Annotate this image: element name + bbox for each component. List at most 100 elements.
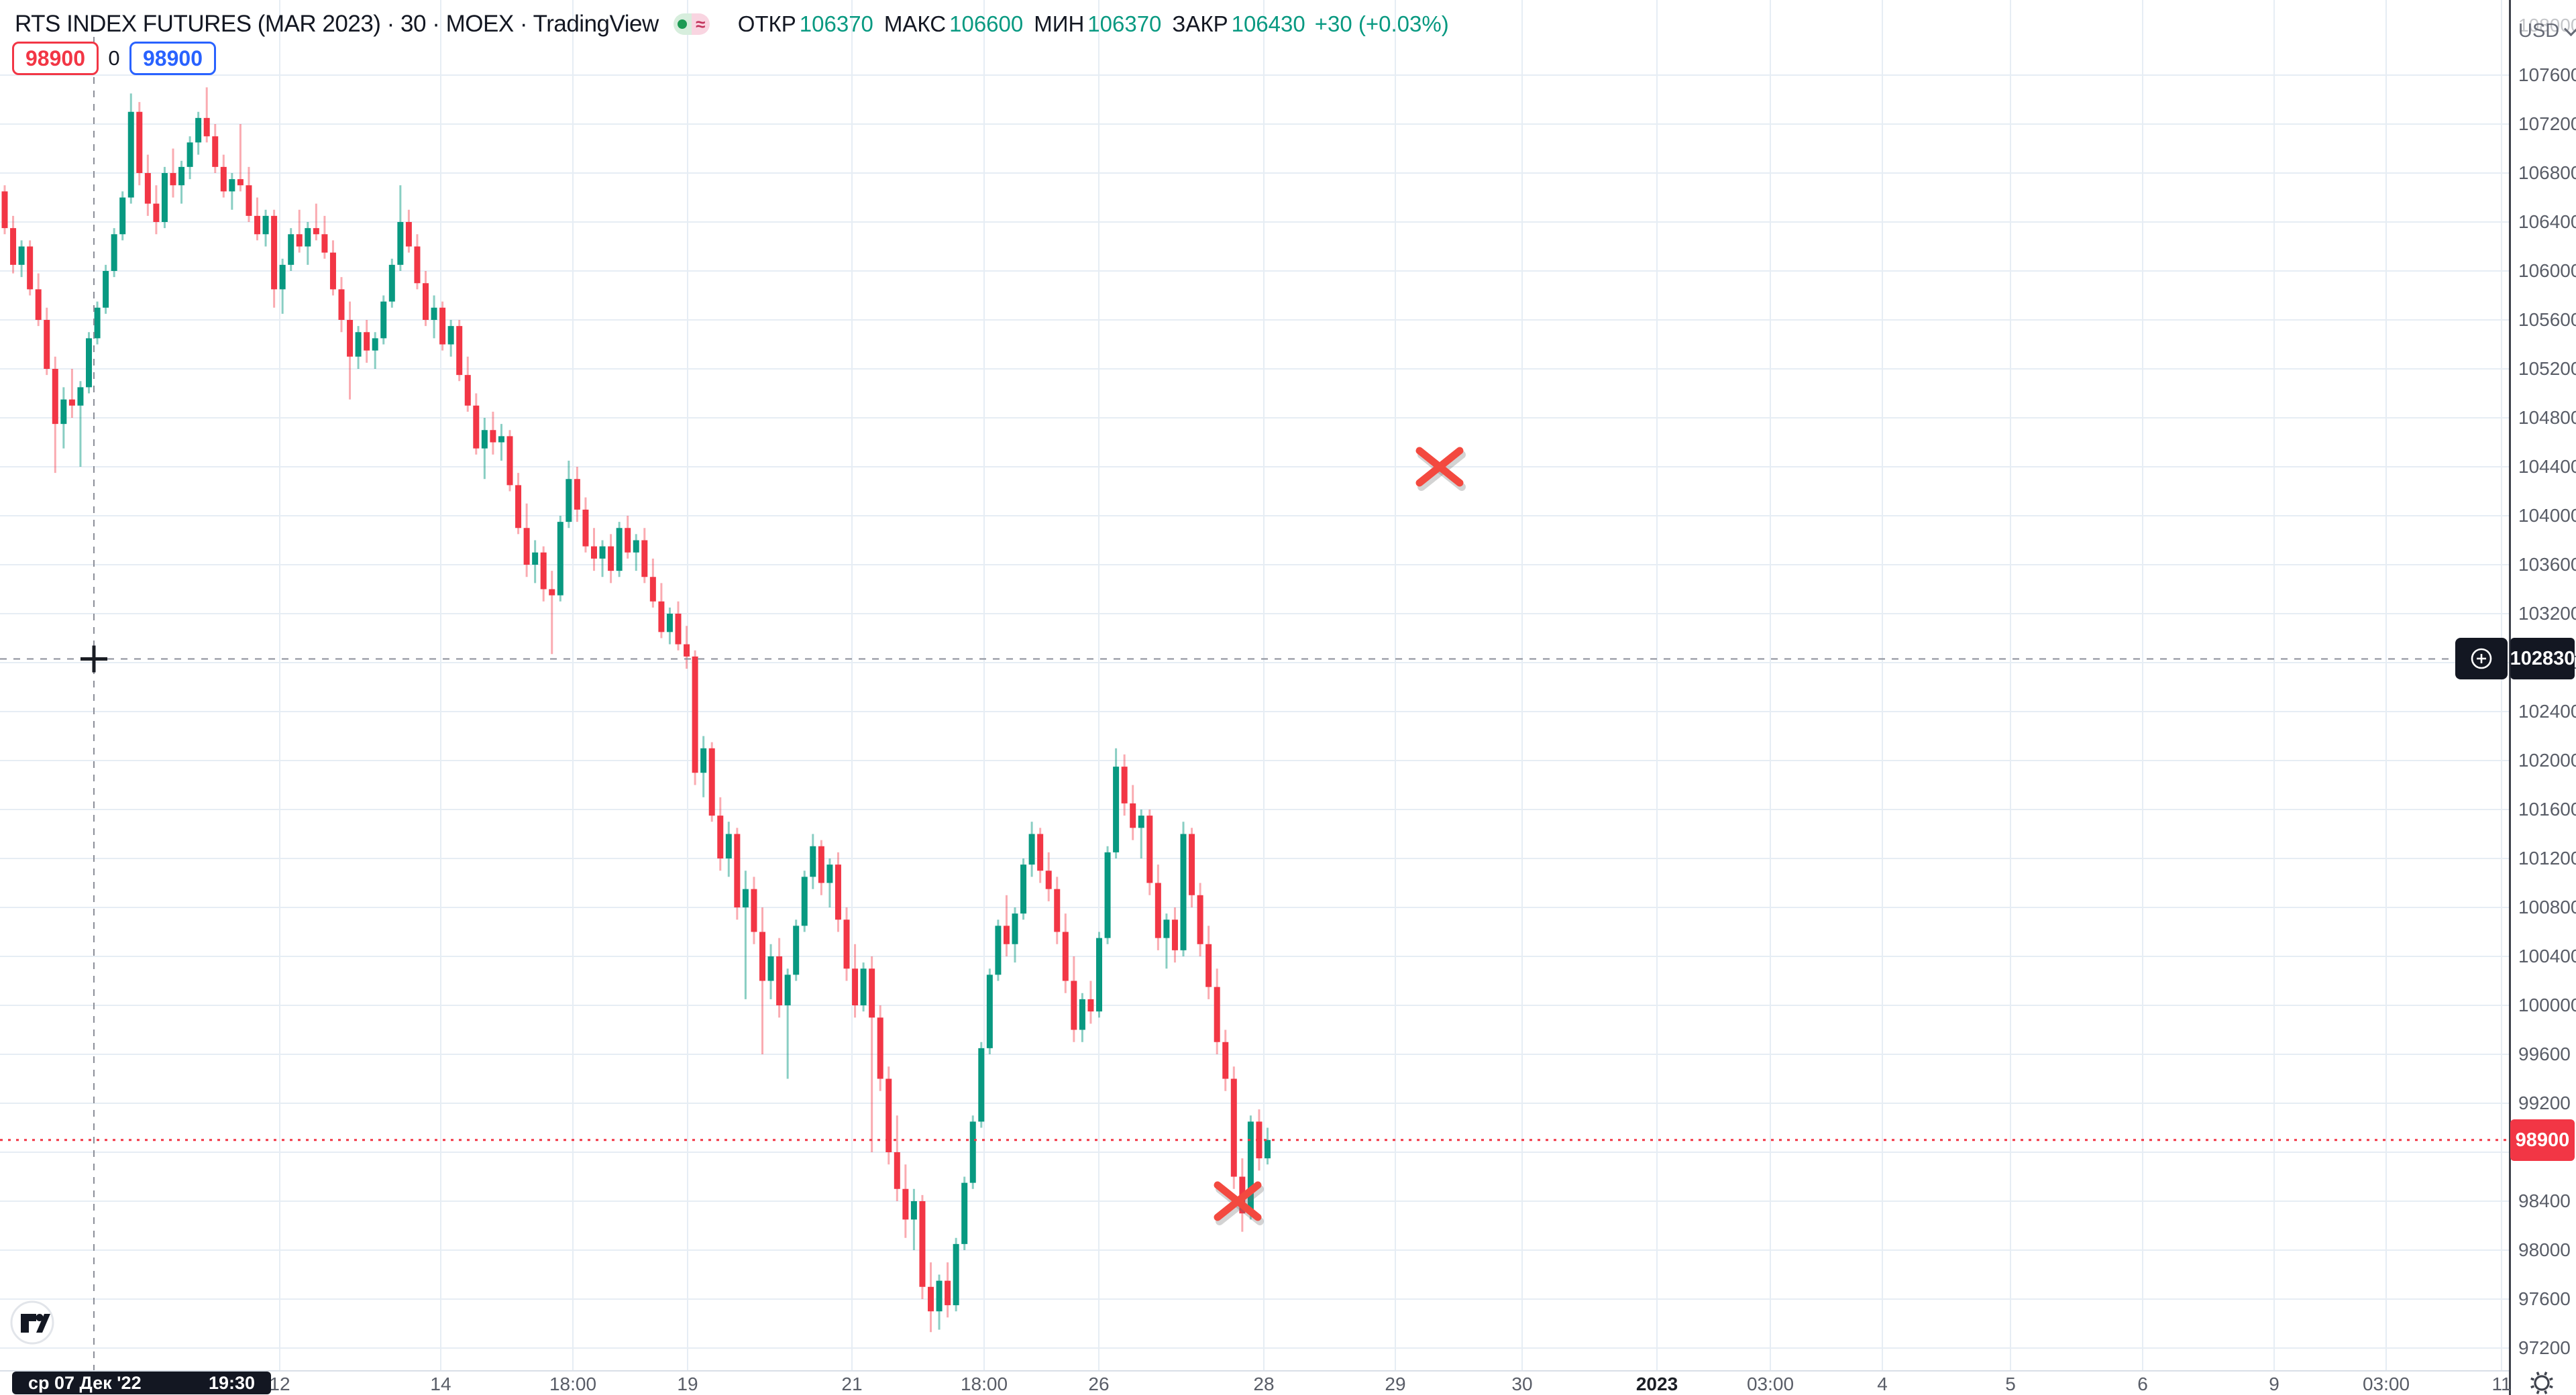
candle-body[interactable] <box>894 1152 900 1189</box>
candle-body[interactable] <box>18 246 25 265</box>
sell-button[interactable]: 98900 <box>12 42 99 75</box>
candle-body[interactable] <box>10 228 17 265</box>
candle-body[interactable] <box>936 1280 943 1312</box>
candle-body[interactable] <box>1096 938 1102 1012</box>
candle-body[interactable] <box>144 173 151 204</box>
candle-body[interactable] <box>288 234 294 265</box>
candle-body[interactable] <box>296 234 303 247</box>
candle-body[interactable] <box>616 528 623 571</box>
candle-body[interactable] <box>666 614 673 632</box>
candle-body[interactable] <box>945 1280 951 1306</box>
candle-body[interactable] <box>608 546 614 571</box>
candle-body[interactable] <box>52 369 58 425</box>
candle-body[interactable] <box>447 326 454 345</box>
candle-body[interactable] <box>372 338 378 351</box>
candle-body[interactable] <box>94 307 101 339</box>
candle-body[interactable] <box>305 228 311 247</box>
candle-body[interactable] <box>44 320 50 369</box>
candle-body[interactable] <box>793 926 800 975</box>
candle-body[interactable] <box>1062 932 1069 981</box>
candle-body[interactable] <box>279 264 286 290</box>
candle-body[interactable] <box>649 577 656 602</box>
candle-body[interactable] <box>582 509 589 547</box>
candle-body[interactable] <box>826 864 833 883</box>
price-axis-border[interactable] <box>2509 0 2511 1395</box>
candle-body[interactable] <box>355 332 362 357</box>
candle-body[interactable] <box>136 111 143 173</box>
candle-body[interactable] <box>170 173 176 186</box>
sell-cross-marker[interactable] <box>1415 447 1464 487</box>
candle-body[interactable] <box>127 111 134 198</box>
candle-body[interactable] <box>347 320 354 357</box>
candle-body[interactable] <box>540 552 547 590</box>
candle-body[interactable] <box>1130 803 1136 828</box>
candle-body[interactable] <box>1171 919 1178 950</box>
candle-body[interactable] <box>566 479 572 522</box>
candle-body[interactable] <box>186 142 193 167</box>
candle-body[interactable] <box>1028 834 1035 865</box>
candle-body[interactable] <box>262 215 269 235</box>
candle-body[interactable] <box>986 974 993 1048</box>
candle-body[interactable] <box>1079 999 1085 1030</box>
candle-body[interactable] <box>364 332 370 351</box>
candle-body[interactable] <box>532 552 539 565</box>
candle-body[interactable] <box>1071 981 1077 1030</box>
candle-body[interactable] <box>86 338 92 388</box>
candle-body[interactable] <box>1037 834 1044 871</box>
candle-body[interactable] <box>329 252 336 290</box>
candle-body[interactable] <box>810 846 816 877</box>
candle-body[interactable] <box>498 436 504 443</box>
candle-body[interactable] <box>852 968 859 1005</box>
candle-body[interactable] <box>423 283 429 320</box>
candle-body[interactable] <box>405 222 412 247</box>
candle-body[interactable] <box>119 197 126 235</box>
candle-body[interactable] <box>1146 816 1153 883</box>
market-status-pill[interactable]: ≈ <box>673 13 710 35</box>
candle-body[interactable] <box>388 264 395 302</box>
candle-body[interactable] <box>633 540 639 553</box>
candle-body[interactable] <box>456 326 463 376</box>
candle-body[interactable] <box>212 136 219 167</box>
candle-body[interactable] <box>1087 999 1094 1012</box>
candle-body[interactable] <box>431 307 437 320</box>
candle-body[interactable] <box>338 289 345 320</box>
candle-body[interactable] <box>725 834 732 859</box>
candle-body[interactable] <box>153 203 160 222</box>
candle-body[interactable] <box>60 399 67 425</box>
candle-body[interactable] <box>1045 871 1052 889</box>
candle-body[interactable] <box>995 926 1002 975</box>
candle-body[interactable] <box>1003 926 1010 944</box>
candle-body[interactable] <box>254 215 260 235</box>
candle-body[interactable] <box>910 1201 917 1220</box>
candle-body[interactable] <box>969 1121 976 1183</box>
candle-body[interactable] <box>1163 919 1170 938</box>
candle-body[interactable] <box>860 968 867 1005</box>
candle-body[interactable] <box>1230 1078 1237 1177</box>
candle-body[interactable] <box>919 1201 926 1287</box>
candle-body[interactable] <box>877 1017 883 1079</box>
sell-cross-marker[interactable] <box>1214 1181 1262 1221</box>
candle-body[interactable] <box>1256 1121 1263 1159</box>
candle-body[interactable] <box>1155 883 1161 938</box>
candle-body[interactable] <box>591 546 597 559</box>
candle-body[interactable] <box>68 399 75 406</box>
candle-body[interactable] <box>506 436 513 486</box>
candle-body[interactable] <box>953 1243 959 1306</box>
candle-body[interactable] <box>784 974 791 1005</box>
tradingview-logo[interactable] <box>9 1300 55 1349</box>
candle-body[interactable] <box>220 166 227 192</box>
buy-button[interactable]: 98900 <box>129 42 216 75</box>
candle-body[interactable] <box>161 173 168 222</box>
candle-body[interactable] <box>843 919 850 969</box>
candle-body[interactable] <box>625 528 631 553</box>
candle-body[interactable] <box>35 289 42 320</box>
candle-body[interactable] <box>641 540 648 577</box>
candle-body[interactable] <box>27 246 34 290</box>
candle-body[interactable] <box>835 864 841 920</box>
candle-body[interactable] <box>313 228 319 235</box>
axis-settings-gear-icon[interactable] <box>2526 1370 2557 1395</box>
candle-body[interactable] <box>1180 834 1187 950</box>
candle-body[interactable] <box>717 816 724 858</box>
candle-body[interactable] <box>1054 889 1061 932</box>
